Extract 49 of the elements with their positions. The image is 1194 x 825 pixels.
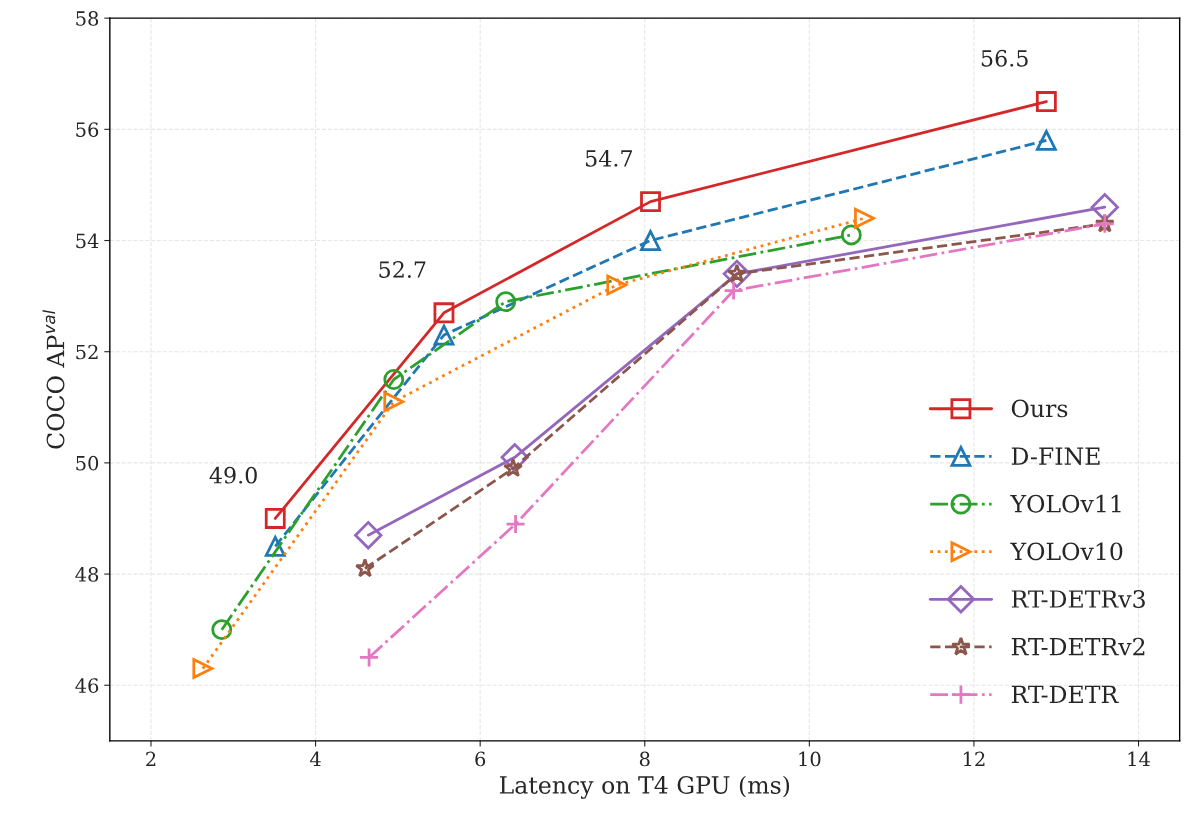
- point: [211, 619, 233, 641]
- y-tick-label: 46: [75, 678, 99, 693]
- point: [640, 191, 661, 213]
- annotation: 56.5: [981, 49, 1028, 67]
- point: [505, 513, 526, 535]
- y-tick-label: 48: [75, 567, 99, 582]
- point: [840, 224, 862, 246]
- x-tick-label: 2: [146, 751, 156, 767]
- y-tick-label: 56: [76, 122, 99, 137]
- point: [354, 558, 375, 578]
- point: [383, 391, 405, 413]
- x-tick-label: 10: [799, 751, 821, 767]
- x-tick-label: 8: [639, 751, 650, 767]
- legend-label: D-FINE: [1011, 447, 1100, 466]
- x-tick-label: 14: [1128, 751, 1150, 767]
- x-tick-label: 12: [963, 751, 985, 767]
- point: [383, 369, 405, 390]
- y-tick-label: 54: [76, 233, 99, 249]
- point: [606, 274, 628, 296]
- point: [358, 647, 380, 668]
- legend-label: Ours: [1011, 399, 1068, 418]
- y-tick-label: 52: [76, 344, 98, 360]
- point: [1035, 91, 1057, 112]
- point: [503, 458, 524, 478]
- annotation: 54.7: [586, 149, 632, 167]
- legend-label: RT-DETR: [1011, 685, 1119, 703]
- legend-label: YOLOv11: [1010, 494, 1121, 513]
- point: [354, 521, 383, 550]
- point: [192, 658, 214, 679]
- x-tick-label: 4: [310, 751, 321, 767]
- annotation: 52.7: [379, 261, 426, 278]
- point: [433, 324, 455, 346]
- point: [495, 291, 517, 313]
- legend-label: YOLOv10: [1010, 542, 1123, 561]
- point: [723, 280, 745, 301]
- y-tick-label: 58: [76, 11, 99, 26]
- point: [854, 207, 875, 229]
- y-axis-title: COCO AP$^{val}$: [42, 309, 65, 449]
- legend-label: RT-DETRv2: [1011, 637, 1145, 656]
- y-tick-label: 50: [76, 455, 99, 471]
- x-tick-label: 6: [475, 751, 486, 767]
- annotation: 49.0: [209, 466, 257, 484]
- point: [1090, 193, 1119, 222]
- legend-label: RT-DETRv3: [1011, 590, 1145, 608]
- x-axis-title: Latency on T4 GPU (ms): [499, 775, 790, 799]
- point: [433, 302, 455, 324]
- point: [1035, 130, 1057, 151]
- point: [640, 230, 661, 251]
- point: [264, 508, 286, 529]
